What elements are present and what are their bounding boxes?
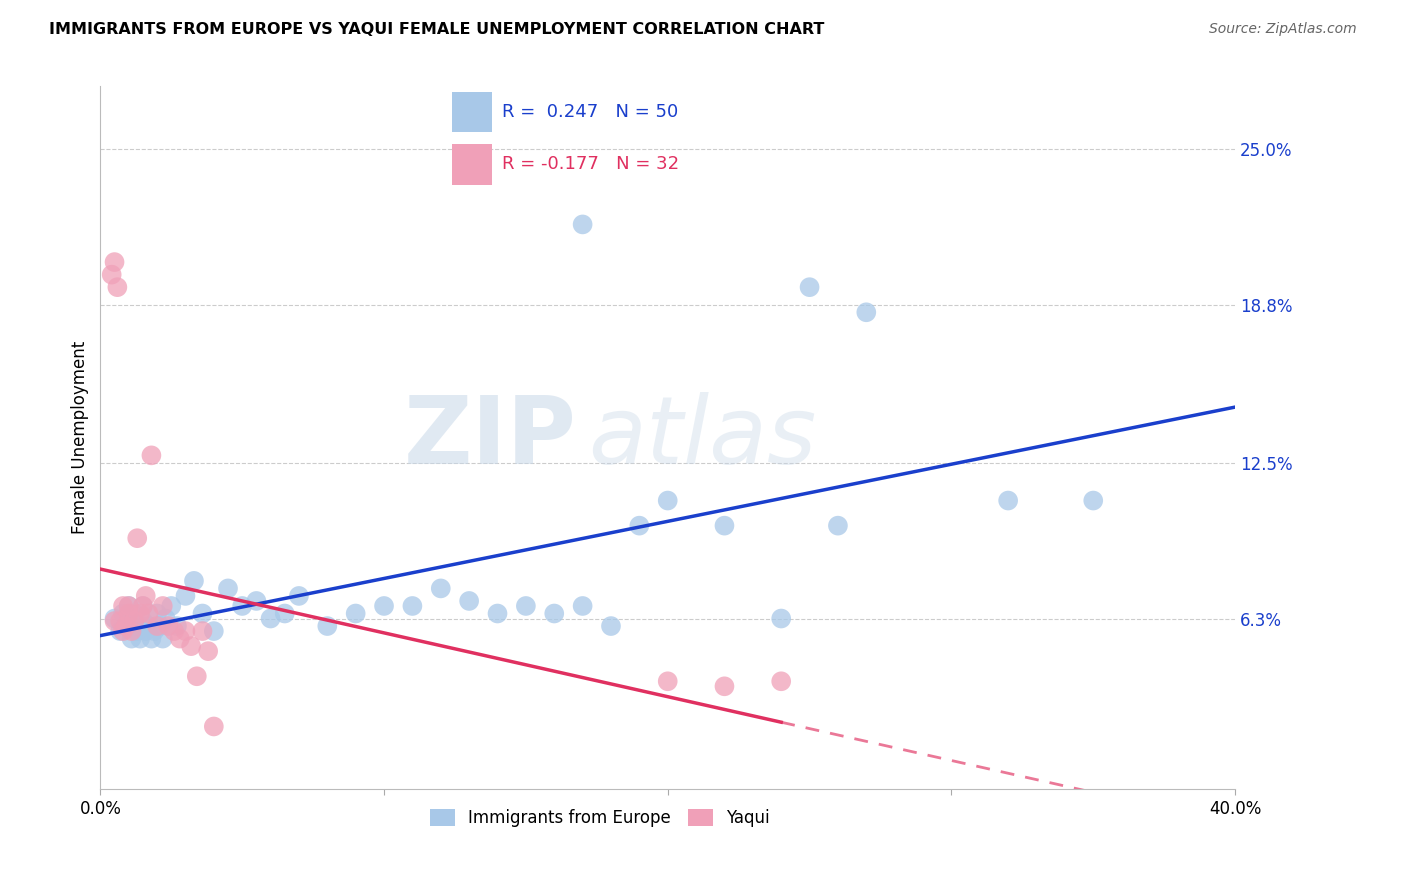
- Point: [183, 574, 205, 588]
- Point: [103, 255, 125, 269]
- Point: [191, 607, 214, 621]
- Point: [157, 619, 180, 633]
- Point: [997, 493, 1019, 508]
- Point: [274, 607, 297, 621]
- Point: [770, 611, 793, 625]
- Point: [174, 589, 197, 603]
- Point: [141, 448, 163, 462]
- Point: [112, 607, 135, 621]
- Point: [118, 607, 141, 621]
- Point: [152, 599, 174, 613]
- Point: [127, 531, 149, 545]
- Point: [657, 493, 679, 508]
- Point: [115, 619, 138, 633]
- Point: [174, 624, 197, 638]
- Point: [458, 594, 481, 608]
- Point: [799, 280, 821, 294]
- Point: [112, 624, 135, 638]
- Text: R = -0.177   N = 32: R = -0.177 N = 32: [502, 155, 679, 173]
- Point: [108, 624, 131, 638]
- Point: [135, 624, 157, 638]
- Point: [118, 599, 141, 613]
- Point: [146, 619, 169, 633]
- Point: [191, 624, 214, 638]
- Point: [146, 607, 169, 621]
- Point: [259, 611, 281, 625]
- Point: [103, 614, 125, 628]
- Y-axis label: Female Unemployment: Female Unemployment: [72, 341, 89, 534]
- Point: [118, 614, 141, 628]
- Point: [127, 624, 149, 638]
- Point: [486, 607, 509, 621]
- Point: [288, 589, 311, 603]
- Point: [600, 619, 623, 633]
- Point: [103, 611, 125, 625]
- Point: [713, 679, 735, 693]
- Point: [155, 611, 177, 625]
- Point: [827, 518, 849, 533]
- Bar: [453, 92, 492, 132]
- Point: [152, 632, 174, 646]
- Point: [141, 632, 163, 646]
- Point: [1083, 493, 1105, 508]
- Point: [132, 599, 155, 613]
- Point: [132, 599, 155, 613]
- Point: [132, 614, 155, 628]
- Point: [112, 599, 135, 613]
- Point: [124, 607, 146, 621]
- Point: [121, 632, 143, 646]
- Point: [149, 619, 172, 633]
- Text: IMMIGRANTS FROM EUROPE VS YAQUI FEMALE UNEMPLOYMENT CORRELATION CHART: IMMIGRANTS FROM EUROPE VS YAQUI FEMALE U…: [49, 22, 824, 37]
- Point: [138, 607, 160, 621]
- Point: [143, 624, 166, 638]
- Point: [657, 674, 679, 689]
- Point: [628, 518, 651, 533]
- Point: [121, 624, 143, 638]
- Point: [245, 594, 267, 608]
- Point: [135, 589, 157, 603]
- Point: [108, 614, 131, 628]
- Legend: Immigrants from Europe, Yaqui: Immigrants from Europe, Yaqui: [423, 802, 776, 834]
- Point: [100, 268, 122, 282]
- Point: [316, 619, 339, 633]
- Point: [515, 599, 537, 613]
- Point: [217, 582, 239, 596]
- Bar: [453, 144, 492, 185]
- Text: Source: ZipAtlas.com: Source: ZipAtlas.com: [1209, 22, 1357, 37]
- Point: [118, 599, 141, 613]
- Point: [105, 280, 128, 294]
- Point: [124, 614, 146, 628]
- Text: ZIP: ZIP: [404, 392, 576, 483]
- Point: [124, 619, 146, 633]
- Point: [160, 599, 183, 613]
- Point: [166, 619, 188, 633]
- Point: [202, 624, 225, 638]
- Point: [138, 619, 160, 633]
- Point: [373, 599, 395, 613]
- Text: atlas: atlas: [588, 392, 817, 483]
- Point: [180, 639, 202, 653]
- Point: [202, 719, 225, 733]
- Text: R =  0.247   N = 50: R = 0.247 N = 50: [502, 103, 678, 121]
- Point: [129, 607, 152, 621]
- Point: [231, 599, 253, 613]
- Point: [713, 518, 735, 533]
- Point: [169, 632, 191, 646]
- Point: [543, 607, 565, 621]
- Point: [197, 644, 219, 658]
- Point: [855, 305, 877, 319]
- Point: [186, 669, 208, 683]
- Point: [401, 599, 423, 613]
- Point: [571, 599, 593, 613]
- Point: [344, 607, 367, 621]
- Point: [770, 674, 793, 689]
- Point: [163, 624, 186, 638]
- Point: [429, 582, 451, 596]
- Point: [115, 619, 138, 633]
- Point: [129, 632, 152, 646]
- Point: [571, 218, 593, 232]
